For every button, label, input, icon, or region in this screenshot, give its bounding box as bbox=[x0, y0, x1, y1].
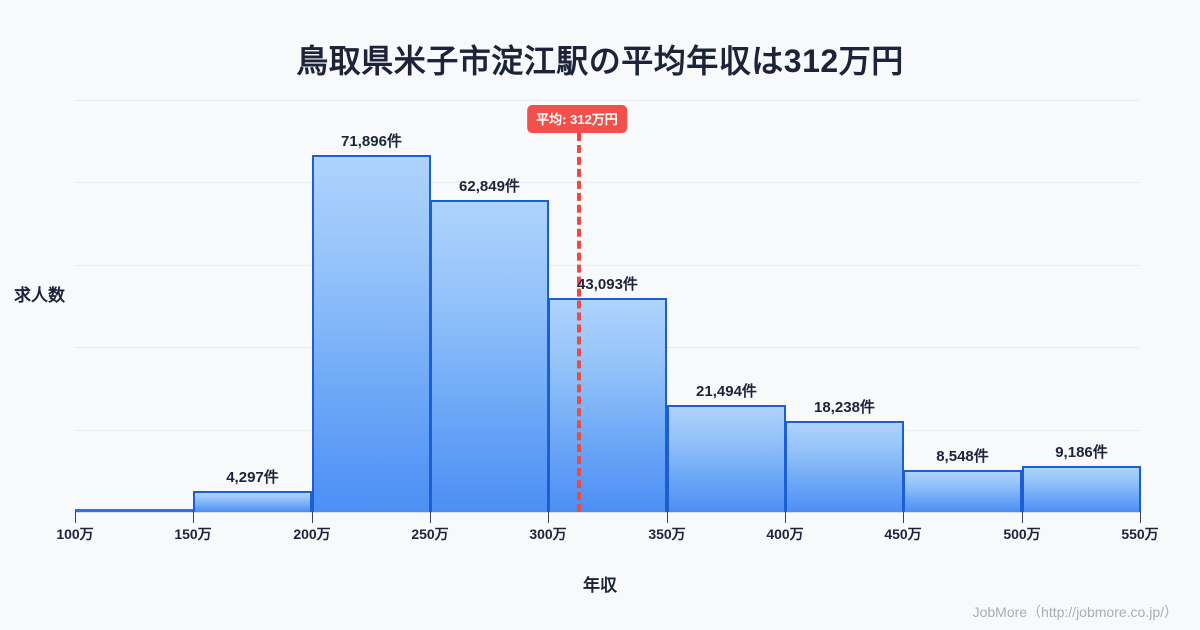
y-axis-title: 求人数 bbox=[14, 286, 65, 305]
bar-value-label: 21,494件 bbox=[696, 383, 757, 400]
average-line bbox=[577, 133, 581, 512]
bar-value-label: 4,297件 bbox=[226, 469, 279, 486]
watermark: JobMore（http://jobmore.co.jp/） bbox=[972, 604, 1178, 620]
x-axis-label: 150万 bbox=[174, 526, 212, 542]
average-badge: 平均: 312万円 bbox=[527, 105, 627, 133]
x-axis-label: 400万 bbox=[766, 526, 804, 542]
bar-450万-500万[interactable] bbox=[903, 470, 1022, 512]
bar-250万-300万[interactable] bbox=[430, 200, 549, 512]
bar-value-label: 8,548件 bbox=[936, 448, 989, 465]
bar-300万-350万[interactable] bbox=[548, 298, 667, 512]
page-title: 鳥取県米子市淀江駅の平均年収は312万円 bbox=[296, 43, 904, 79]
bar-value-label: 62,849件 bbox=[459, 178, 520, 195]
x-axis-tick bbox=[667, 512, 668, 523]
bar-value-label: 43,093件 bbox=[577, 276, 638, 293]
x-axis-label: 300万 bbox=[529, 526, 567, 542]
gridline bbox=[75, 182, 1140, 183]
x-axis-title: 年収 bbox=[583, 576, 617, 595]
x-axis-tick bbox=[430, 512, 431, 523]
x-axis-label: 450万 bbox=[884, 526, 922, 542]
x-axis-label: 250万 bbox=[411, 526, 449, 542]
gridline bbox=[75, 265, 1140, 266]
x-axis-label: 500万 bbox=[1003, 526, 1041, 542]
x-axis-tick bbox=[785, 512, 786, 523]
bar-value-label: 18,238件 bbox=[814, 399, 875, 416]
bar-value-label: 9,186件 bbox=[1055, 444, 1108, 461]
x-axis-tick bbox=[1022, 512, 1023, 523]
x-axis-tick bbox=[548, 512, 549, 523]
x-axis-label: 350万 bbox=[648, 526, 686, 542]
x-axis-label: 200万 bbox=[293, 526, 331, 542]
x-axis-tick bbox=[193, 512, 194, 523]
bar-value-label: 71,896件 bbox=[341, 133, 402, 150]
bar-350万-400万[interactable] bbox=[667, 405, 786, 512]
bar-400万-450万[interactable] bbox=[785, 421, 904, 512]
x-axis-tick bbox=[903, 512, 904, 523]
bar-200万-250万[interactable] bbox=[312, 155, 431, 512]
x-axis-tick bbox=[312, 512, 313, 523]
x-axis-tick bbox=[1140, 512, 1141, 523]
bar-500万-550万[interactable] bbox=[1022, 466, 1141, 512]
plot-area bbox=[75, 100, 1141, 512]
gridline bbox=[75, 100, 1140, 101]
x-axis-label: 100万 bbox=[56, 526, 94, 542]
x-axis-label: 550万 bbox=[1121, 526, 1159, 542]
x-axis-baseline bbox=[75, 512, 1140, 513]
bar-150万-200万[interactable] bbox=[193, 491, 312, 512]
x-axis-tick bbox=[75, 512, 76, 523]
